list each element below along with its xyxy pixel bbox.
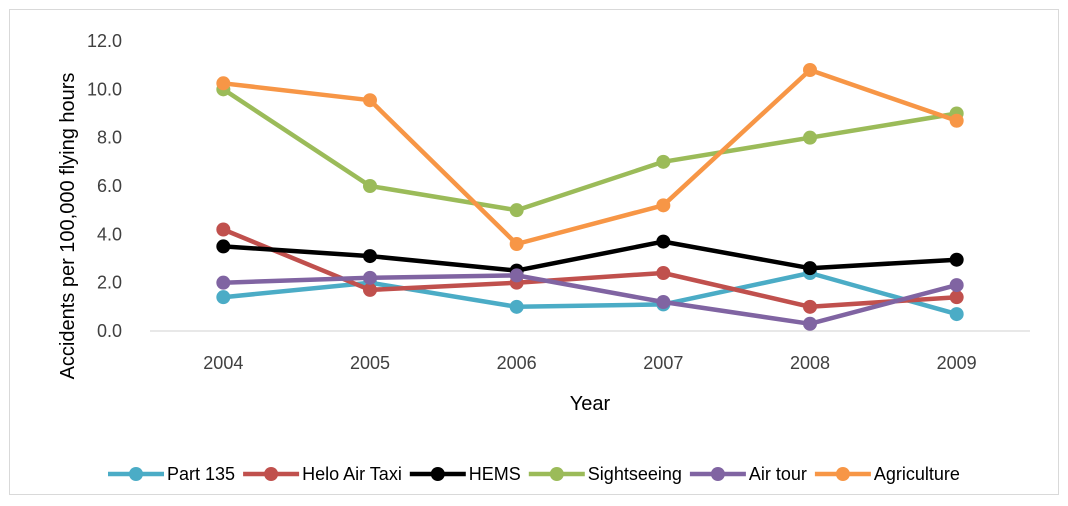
data-point — [949, 113, 964, 128]
data-point — [216, 76, 231, 91]
legend-swatch-marker — [264, 467, 279, 481]
series-layer — [216, 63, 964, 331]
data-point — [803, 299, 817, 314]
data-point — [803, 316, 817, 331]
data-point — [363, 282, 377, 297]
data-point — [216, 222, 231, 237]
data-point — [803, 261, 817, 276]
legend-label: Air tour — [749, 464, 807, 484]
data-point — [656, 154, 671, 169]
legend: Part 135 Helo Air Taxi HEMS Sightseeing Air … — [108, 464, 960, 484]
data-point — [216, 275, 231, 290]
data-point — [509, 203, 524, 218]
x-tick-label: 2004 — [203, 353, 243, 373]
x-axis-title: Year — [570, 393, 611, 415]
series-line — [221, 270, 959, 317]
series-line — [221, 273, 959, 327]
legend-swatch-marker — [129, 467, 143, 481]
y-tick-label: 10.0 — [87, 79, 122, 99]
data-point — [656, 266, 671, 280]
data-point — [216, 290, 231, 305]
x-tick-label: 2007 — [643, 353, 683, 373]
x-tick-label: 2009 — [937, 353, 977, 373]
legend-item: Helo Air Taxi — [243, 464, 402, 484]
series-6 — [216, 63, 964, 251]
y-axis-ticks: 0.0 2.0 4.0 6.0 8.0 10.0 12.0 — [87, 31, 122, 341]
data-point — [656, 295, 671, 309]
legend-swatch-marker — [710, 467, 725, 481]
data-point — [803, 63, 817, 77]
data-point — [509, 237, 524, 251]
data-point — [949, 290, 964, 305]
legend-swatch-marker — [549, 467, 564, 481]
y-tick-label: 12.0 — [87, 31, 122, 51]
data-point — [509, 299, 524, 314]
data-point — [216, 239, 231, 254]
data-point — [509, 268, 524, 283]
legend-label: Agriculture — [874, 464, 960, 484]
data-point — [949, 252, 964, 267]
legend-label: Sightseeing — [588, 464, 682, 484]
data-point — [949, 307, 964, 322]
x-tick-label: 2006 — [497, 353, 537, 373]
y-tick-label: 6.0 — [97, 176, 122, 196]
x-tick-label: 2005 — [350, 353, 390, 373]
data-point — [656, 198, 671, 213]
legend-item: Sightseeing — [528, 464, 682, 484]
x-tick-label: 2008 — [790, 353, 830, 373]
data-point — [363, 93, 377, 108]
data-point — [656, 234, 671, 249]
y-tick-label: 2.0 — [97, 273, 122, 293]
y-tick-label: 0.0 — [97, 321, 122, 341]
data-point — [803, 130, 817, 145]
y-tick-label: 8.0 — [97, 128, 122, 148]
series-4 — [216, 82, 964, 218]
y-axis-title: Accidents per 100,000 flying hours — [57, 73, 79, 380]
series-line — [221, 67, 959, 247]
legend-label: HEMS — [469, 464, 521, 484]
series-line — [221, 239, 959, 273]
legend-item: HEMS — [409, 464, 521, 484]
data-point — [363, 249, 377, 264]
x-axis-ticks: 2004 2005 2006 2007 2008 2009 — [203, 353, 976, 373]
legend-swatch-marker — [835, 467, 850, 481]
series-line — [221, 87, 959, 213]
data-point — [949, 278, 964, 293]
data-point — [363, 270, 377, 285]
legend-swatch-marker — [430, 467, 445, 481]
legend-label: Helo Air Taxi — [302, 464, 402, 484]
data-point — [363, 179, 377, 193]
legend-item: Air tour — [689, 464, 807, 484]
legend-item: Part 135 — [108, 464, 235, 484]
legend-item: Agriculture — [814, 464, 960, 484]
chart-frame — [9, 9, 1059, 495]
series-5 — [216, 268, 964, 331]
legend-label: Part 135 — [167, 464, 235, 484]
y-tick-label: 4.0 — [97, 224, 122, 244]
